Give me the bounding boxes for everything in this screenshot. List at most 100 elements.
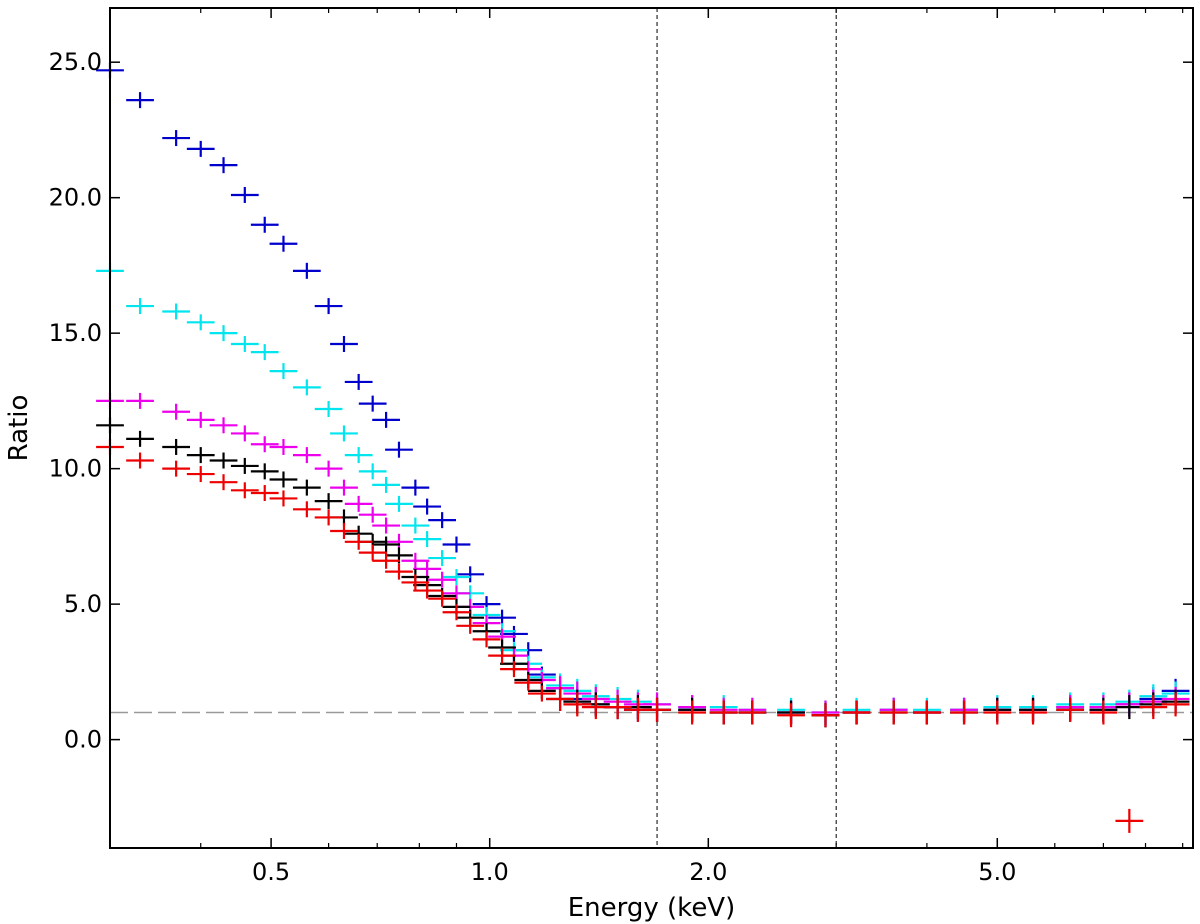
data-point	[162, 460, 191, 477]
data-point	[230, 425, 259, 442]
data-point	[1115, 808, 1144, 833]
data-point	[913, 700, 941, 725]
data-point	[269, 490, 298, 507]
data-point	[162, 130, 191, 147]
data-point	[292, 501, 321, 518]
data-point	[186, 140, 215, 157]
data-point	[1056, 697, 1085, 722]
data-point	[314, 493, 343, 510]
data-point	[314, 460, 343, 477]
data-point	[358, 463, 387, 480]
data-point	[209, 325, 238, 342]
data-point	[344, 533, 373, 550]
plot-frame	[109, 7, 1194, 849]
data-point	[250, 344, 279, 361]
data-point	[603, 695, 632, 720]
data-point	[162, 403, 191, 420]
data-point	[269, 471, 298, 488]
data-point	[358, 506, 387, 523]
data-point	[413, 560, 442, 577]
data-point	[442, 585, 471, 602]
data-point	[186, 466, 215, 483]
x-axis: 0.5 1.0 2.0 5.0	[109, 8, 1184, 886]
data-point	[488, 647, 516, 664]
data-point	[1115, 695, 1144, 720]
data-point	[472, 631, 501, 648]
data-point	[292, 479, 321, 496]
data-point	[488, 609, 516, 626]
data-point	[186, 447, 215, 464]
data-point	[186, 411, 215, 428]
data-point	[428, 512, 457, 529]
data-point	[456, 617, 485, 634]
data-point	[330, 479, 358, 496]
data-point	[442, 569, 471, 586]
plot-background	[110, 8, 1193, 848]
data-point	[385, 533, 413, 550]
data-point	[401, 552, 430, 569]
data-point	[456, 566, 485, 583]
data-point	[292, 379, 321, 396]
data-point	[983, 700, 1012, 725]
data-point	[385, 563, 413, 580]
data-point	[1089, 700, 1118, 725]
data-point	[126, 452, 154, 469]
data-point	[330, 336, 358, 352]
data-point	[442, 536, 471, 553]
data-point	[428, 590, 457, 607]
data-point	[811, 703, 840, 728]
data-point	[344, 447, 373, 464]
data-point	[842, 700, 871, 725]
y-axis: 0.0 5.0 10.0 15.0 20.0 25.0	[49, 48, 1193, 754]
data-point	[500, 661, 528, 678]
data-point	[126, 92, 154, 109]
y-tick-label: 5.0	[64, 590, 102, 618]
data-point	[372, 517, 400, 534]
data-point	[500, 625, 528, 642]
data-point	[428, 550, 457, 567]
data-point	[162, 438, 191, 455]
data-point	[777, 703, 805, 728]
data-point	[209, 452, 238, 469]
data-point	[372, 536, 400, 553]
data-point	[230, 482, 259, 499]
data-point	[162, 303, 191, 320]
data-point	[546, 686, 574, 711]
data-point	[344, 373, 373, 390]
data-point	[209, 157, 238, 174]
y-tick-label: 25.0	[49, 48, 102, 76]
data-point	[442, 604, 471, 621]
data-point	[314, 401, 343, 418]
data-point	[643, 697, 671, 722]
data-point	[126, 392, 154, 409]
data-point	[401, 517, 430, 534]
y-tick-label: 15.0	[49, 319, 102, 347]
data-point	[314, 298, 343, 315]
data-point	[401, 574, 430, 591]
data-point	[709, 700, 738, 725]
data-point	[738, 700, 767, 725]
data-point	[358, 395, 387, 412]
data-point	[1161, 692, 1190, 717]
data-point	[1019, 700, 1047, 725]
data-point	[314, 509, 343, 526]
data-point	[209, 417, 238, 434]
data-point	[344, 495, 373, 512]
data-point	[413, 498, 442, 515]
x-tick-label: 1.0	[471, 858, 509, 886]
data-point	[250, 436, 279, 453]
y-tick-label: 20.0	[49, 184, 102, 212]
data-point	[385, 441, 413, 458]
data-point	[413, 531, 442, 548]
data-point	[230, 186, 259, 203]
data-point	[428, 571, 457, 588]
data-point	[358, 544, 387, 561]
data-point	[230, 336, 259, 352]
y-tick-label: 10.0	[49, 455, 102, 483]
data-point	[514, 674, 543, 691]
x-tick-label: 5.0	[978, 858, 1016, 886]
data-point	[372, 552, 400, 569]
data-point	[269, 235, 298, 252]
data-point	[950, 700, 978, 725]
